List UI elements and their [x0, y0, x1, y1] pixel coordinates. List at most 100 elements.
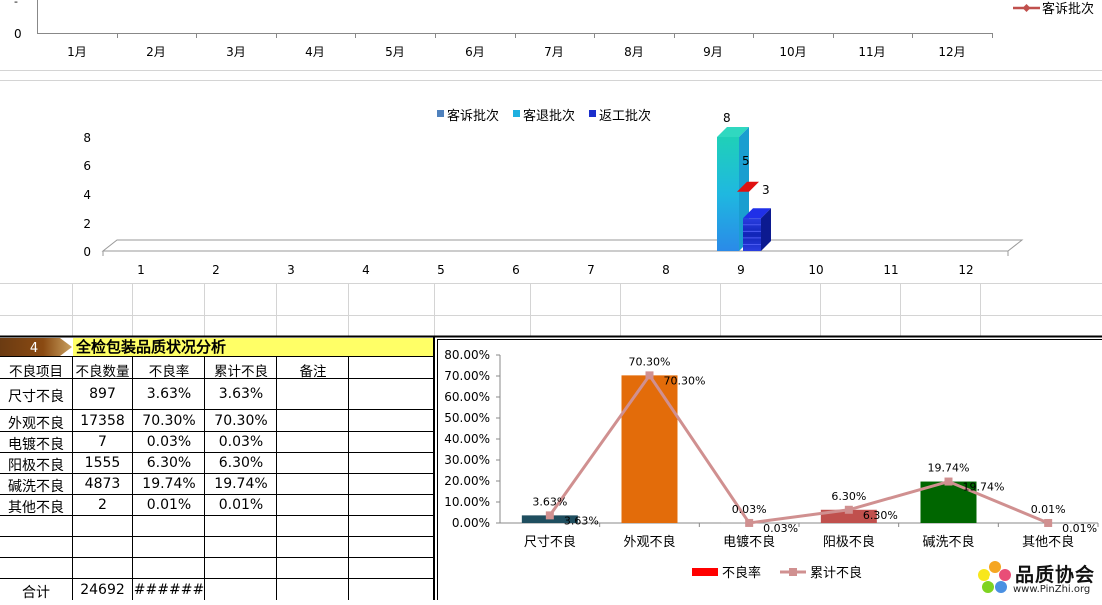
- y-tick: 2: [83, 217, 91, 231]
- defect-item[interactable]: 外观不良: [0, 413, 72, 433]
- chart-legend: 不良率 累计不良: [692, 565, 862, 581]
- col-header: 累计不良: [205, 360, 277, 380]
- bar-data-label: 19.74%: [928, 462, 970, 475]
- line-point[interactable]: [646, 371, 654, 379]
- y-tick-partial: -: [14, 0, 18, 8]
- cumulative-rate[interactable]: 70.30%: [205, 413, 277, 429]
- col-header: 不良数量: [72, 360, 133, 380]
- batch-3d-bar-chart[interactable]: 客诉批次 客退批次 返工批次 0 2 4 6 8 1 2 3 4 5 6 7 8: [0, 81, 1102, 283]
- defect-item[interactable]: 其他不良: [0, 497, 72, 517]
- total-qty[interactable]: 24692: [72, 582, 133, 598]
- month-label: 7月: [544, 45, 564, 59]
- y-tick: 10.00%: [444, 495, 490, 509]
- data-label: 3: [762, 183, 770, 197]
- diamond-marker-icon: [1023, 4, 1031, 12]
- month-label: 5月: [385, 45, 405, 59]
- bar-rework-batches[interactable]: [743, 218, 761, 251]
- x-tick: 1: [137, 263, 145, 277]
- line-point[interactable]: [945, 478, 953, 486]
- defect-qty[interactable]: 7: [72, 434, 133, 450]
- line-data-label: 0.03%: [763, 522, 798, 535]
- line-point[interactable]: [546, 511, 554, 519]
- month-label: 6月: [465, 45, 485, 59]
- y-tick: 60.00%: [444, 390, 490, 404]
- cumulative-rate[interactable]: 6.30%: [205, 455, 277, 471]
- cumulative-rate[interactable]: 19.74%: [205, 476, 277, 492]
- bar-data-label: 0.03%: [732, 503, 767, 516]
- y-tick: 6: [83, 159, 91, 173]
- defect-rate[interactable]: 0.03%: [133, 434, 205, 450]
- bar-return-batches[interactable]: [717, 137, 739, 251]
- cumulative-rate[interactable]: 0.01%: [205, 497, 277, 513]
- y-tick: 8: [83, 131, 91, 145]
- defect-table[interactable]: 不良项目 不良数量 不良率 累计不良 备注 尺寸不良 897 3.63% 3.6…: [0, 337, 435, 600]
- x-tick: 尺寸不良: [524, 534, 576, 550]
- defect-item[interactable]: 碱洗不良: [0, 476, 72, 496]
- defect-item[interactable]: 尺寸不良: [0, 386, 72, 406]
- monthly-complaint-chart[interactable]: - 0 1月 2月 3月 4月 5月 6月 7月 8月 9月 10月 11月 1…: [0, 0, 1102, 70]
- line-point[interactable]: [845, 506, 853, 514]
- line-data-label: 70.30%: [664, 374, 706, 387]
- month-label: 12月: [938, 45, 965, 59]
- x-tick: 3: [287, 263, 295, 277]
- cumulative-rate[interactable]: 3.63%: [205, 386, 277, 402]
- month-label: 1月: [67, 45, 87, 59]
- y-tick: 0: [83, 245, 91, 259]
- line-point[interactable]: [745, 519, 753, 527]
- col-header: 不良率: [133, 360, 205, 380]
- data-label: 8: [723, 111, 731, 125]
- month-label: 8月: [624, 45, 644, 59]
- x-tick: 5: [437, 263, 445, 277]
- legend-label: 返工批次: [599, 108, 651, 124]
- defect-qty[interactable]: 1555: [72, 455, 133, 471]
- x-tick: 4: [362, 263, 370, 277]
- x-tick: 12: [958, 263, 973, 277]
- logo-name: 品质协会: [1015, 560, 1095, 587]
- legend-swatch-complaint: [437, 110, 444, 117]
- month-label: 10月: [779, 45, 806, 59]
- bar-defect-rate[interactable]: [622, 375, 678, 523]
- defect-item[interactable]: 电镀不良: [0, 434, 72, 454]
- defect-qty[interactable]: 17358: [72, 413, 133, 429]
- month-label: 4月: [305, 45, 325, 59]
- defect-qty[interactable]: 4873: [72, 476, 133, 492]
- defect-rate[interactable]: 6.30%: [133, 455, 205, 471]
- y-tick: 20.00%: [444, 474, 490, 488]
- legend-label: 客退批次: [523, 108, 575, 124]
- x-tick: 8: [662, 263, 670, 277]
- defect-rate[interactable]: 3.63%: [133, 386, 205, 402]
- x-tick: 外观不良: [623, 534, 675, 550]
- pinzhi-logo: 品质协会 www.PinZhi.org: [975, 558, 1100, 598]
- x-tick: 2: [212, 263, 220, 277]
- legend-swatch-rework: [589, 110, 596, 117]
- col-header: 不良项目: [0, 360, 72, 380]
- col-header: 备注: [277, 360, 349, 380]
- x-tick: 9: [737, 263, 745, 277]
- defect-rate[interactable]: 0.01%: [133, 497, 205, 513]
- legend-complaint: 客诉批次: [1013, 1, 1094, 17]
- x-tick: 7: [587, 263, 595, 277]
- line-data-label: 6.30%: [863, 509, 898, 522]
- line-point[interactable]: [1044, 519, 1052, 527]
- total-rate[interactable]: ######: [133, 582, 205, 598]
- bar-data-label: 0.01%: [1031, 503, 1066, 516]
- square-marker-icon: [789, 568, 797, 576]
- defect-rate[interactable]: 70.30%: [133, 413, 205, 429]
- cumulative-rate[interactable]: 0.03%: [205, 434, 277, 450]
- legend-swatch-rate: [692, 568, 718, 576]
- defect-rate[interactable]: 19.74%: [133, 476, 205, 492]
- y-tick: 50.00%: [444, 411, 490, 425]
- defect-qty[interactable]: 897: [72, 386, 133, 402]
- defect-item[interactable]: 阳极不良: [0, 455, 72, 475]
- y-tick: 30.00%: [444, 453, 490, 467]
- total-label: 合计: [0, 582, 72, 602]
- defect-qty[interactable]: 2: [72, 497, 133, 513]
- line-data-label: 3.63%: [564, 514, 599, 527]
- logo-url: www.PinZhi.org: [1013, 584, 1090, 595]
- y-tick: 0: [14, 27, 22, 41]
- month-label: 2月: [146, 45, 166, 59]
- month-label: 9月: [703, 45, 723, 59]
- legend-swatch-return: [513, 110, 520, 117]
- line-data-label: 19.74%: [963, 481, 1005, 494]
- flower-logo-icon: [975, 558, 1015, 598]
